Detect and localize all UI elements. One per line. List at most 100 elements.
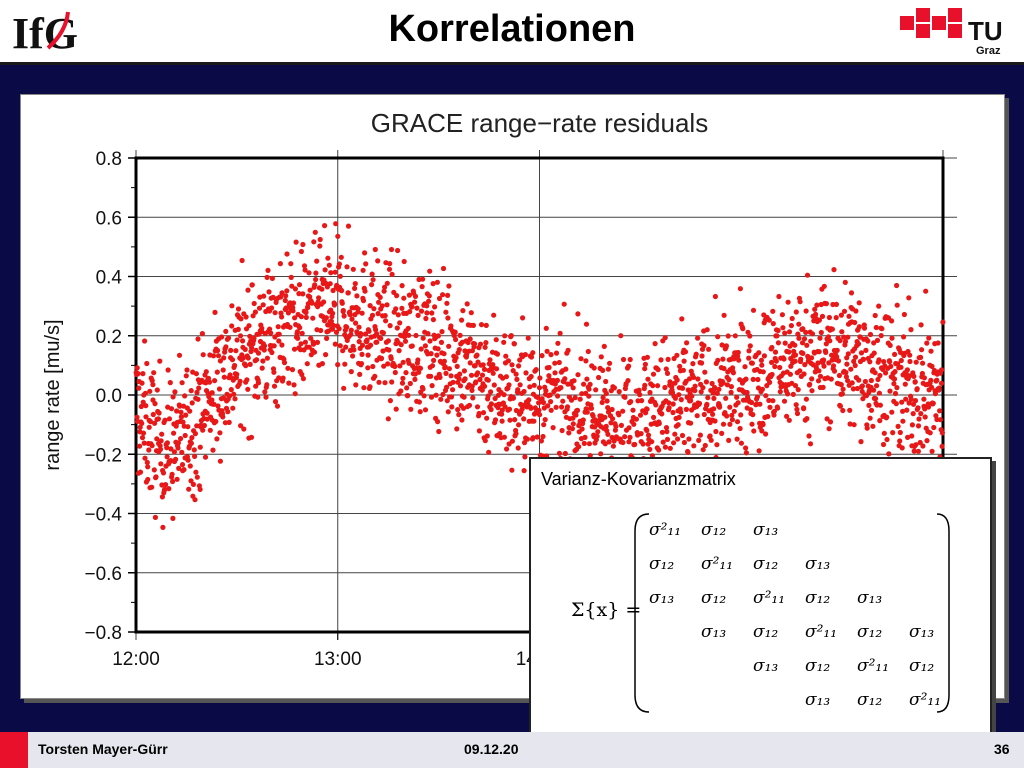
data-point	[427, 338, 433, 344]
data-point	[164, 445, 170, 451]
data-point	[255, 394, 261, 400]
data-point	[406, 332, 412, 338]
data-point	[734, 419, 741, 425]
data-point	[371, 306, 377, 312]
y-tick-label: 0.6	[96, 208, 122, 229]
data-point	[319, 361, 325, 367]
data-point	[424, 303, 430, 309]
data-point	[823, 341, 829, 347]
data-point	[577, 396, 583, 402]
data-point	[492, 395, 498, 402]
data-point	[285, 310, 291, 316]
data-point	[767, 404, 773, 410]
data-point	[548, 399, 554, 405]
data-point	[290, 308, 296, 314]
data-point	[505, 358, 511, 364]
data-point	[847, 421, 853, 427]
data-point	[874, 383, 880, 389]
data-point	[352, 285, 358, 291]
data-point	[456, 412, 462, 418]
data-point	[751, 428, 757, 434]
data-point	[356, 324, 362, 330]
data-point	[289, 283, 295, 289]
data-point	[407, 380, 413, 387]
data-point	[169, 471, 175, 477]
data-point	[867, 415, 873, 421]
data-point	[774, 333, 780, 339]
data-point	[464, 352, 470, 358]
data-point	[819, 313, 826, 319]
data-point	[727, 404, 733, 410]
data-point	[575, 311, 581, 317]
data-point	[934, 377, 940, 383]
data-point	[740, 326, 746, 332]
data-point	[332, 301, 338, 307]
data-point	[291, 382, 297, 388]
data-point	[826, 426, 832, 432]
data-point	[731, 408, 737, 414]
data-point	[799, 340, 806, 346]
data-point	[898, 357, 904, 364]
data-point	[611, 385, 618, 391]
data-point	[780, 325, 786, 331]
data-point	[852, 354, 859, 360]
data-point	[437, 374, 443, 380]
data-point	[512, 417, 518, 423]
data-point	[485, 393, 491, 399]
data-point	[439, 329, 445, 335]
data-point	[262, 389, 268, 395]
data-point	[729, 412, 735, 418]
data-point	[754, 394, 761, 400]
data-point	[926, 335, 932, 341]
data-point	[272, 399, 279, 405]
data-point	[543, 388, 549, 394]
data-point	[637, 392, 643, 398]
tu-graz-logo: TU Graz	[900, 8, 1003, 57]
data-point	[546, 364, 552, 371]
data-point	[840, 386, 846, 392]
data-point	[717, 404, 723, 410]
data-point	[363, 261, 369, 267]
data-point	[660, 439, 666, 445]
data-point	[190, 481, 196, 487]
data-point	[296, 282, 303, 288]
data-point	[749, 360, 756, 366]
data-point	[152, 401, 158, 407]
data-point	[640, 441, 646, 447]
data-point	[343, 344, 349, 350]
data-point	[865, 338, 871, 344]
data-point	[695, 376, 701, 382]
matrix-entry: σ₁₂	[857, 622, 882, 642]
data-point	[142, 390, 148, 396]
data-point	[892, 390, 899, 397]
matrix-entry: σ₁₂	[909, 656, 934, 676]
matrix-entry: σ²₁₁	[805, 622, 837, 642]
data-point	[378, 355, 385, 361]
data-point	[459, 417, 465, 423]
data-point	[930, 400, 936, 406]
data-point	[377, 294, 383, 300]
data-point	[174, 408, 180, 414]
data-point	[759, 386, 766, 392]
data-point	[213, 418, 219, 425]
data-point	[367, 303, 373, 309]
data-point	[374, 339, 380, 345]
data-point	[527, 384, 533, 390]
data-point	[196, 385, 202, 391]
data-point	[575, 372, 581, 378]
data-point	[674, 377, 680, 383]
data-point	[276, 338, 282, 344]
data-point	[261, 343, 268, 349]
data-point	[285, 365, 291, 371]
data-point	[338, 254, 344, 260]
y-tick-label: 0.2	[96, 327, 122, 348]
data-point	[429, 363, 436, 369]
data-point	[321, 299, 327, 305]
data-point	[929, 448, 935, 454]
data-point	[737, 286, 744, 292]
data-point	[683, 406, 690, 412]
data-point	[540, 399, 547, 406]
data-point	[900, 408, 906, 414]
footer-page-number: 36	[994, 741, 1010, 757]
data-point	[401, 258, 407, 265]
